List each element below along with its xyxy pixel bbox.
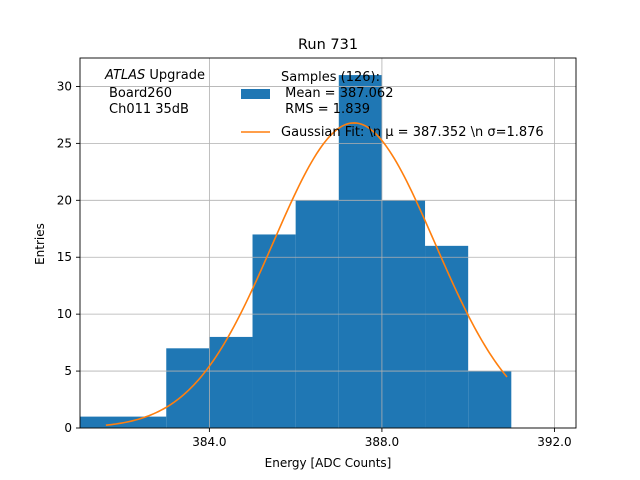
annotation: ATLAS Upgrade Board260 Ch011 35dB: [104, 68, 205, 117]
y-tick-label-5: 25: [57, 136, 72, 150]
y-tick-label-4: 20: [57, 193, 72, 207]
x-axis-ticks: 384.0 388.0 392.0: [192, 428, 572, 449]
axes: [79, 57, 577, 429]
annotation-line-3: Ch011 35dB: [109, 102, 189, 117]
legend-fit-label: Gaussian Fit: \n μ = 387.352 \n σ=1.876: [281, 125, 544, 140]
legend-samples-line-2: Mean = 387.062: [281, 86, 393, 101]
legend: Samples (126): Mean = 387.062 RMS = 1.83…: [241, 70, 544, 140]
histogram-bar-1: [166, 348, 210, 428]
chart-title: Run 731: [298, 37, 358, 53]
histogram-bar-7: [425, 245, 469, 428]
legend-samples-line-3: RMS = 1.839: [281, 102, 370, 117]
gaussian-fit-line: [105, 122, 508, 427]
histogram-bar-8: [468, 371, 512, 428]
y-tick-label-0: 0: [64, 421, 72, 435]
y-axis-label: Entries: [33, 223, 47, 265]
x-axis-label: Energy [ADC Counts]: [265, 456, 392, 470]
annotation-line-2: Board260: [109, 86, 172, 101]
x-tick-label-0: 384.0: [192, 435, 226, 449]
annotation-line-1: ATLAS Upgrade: [104, 68, 205, 83]
legend-samples-line-1: Samples (126):: [281, 70, 380, 85]
y-tick-label-2: 10: [57, 307, 72, 321]
y-tick-label-1: 5: [64, 364, 72, 378]
y-axis-ticks: 0 5 10 15 20 25 30: [57, 79, 80, 435]
x-tick-label-2: 392.0: [537, 435, 571, 449]
y-tick-label-6: 30: [57, 79, 72, 93]
x-tick-label-1: 388.0: [365, 435, 399, 449]
histogram-bar-3: [252, 234, 296, 428]
axes-frame: [79, 57, 577, 429]
histogram-bar-2: [209, 336, 253, 428]
y-tick-label-3: 15: [57, 250, 72, 264]
annotation-line-1-rest: Upgrade: [145, 68, 205, 83]
legend-bar-swatch: [241, 89, 270, 99]
annotation-italic: ATLAS: [104, 68, 145, 83]
